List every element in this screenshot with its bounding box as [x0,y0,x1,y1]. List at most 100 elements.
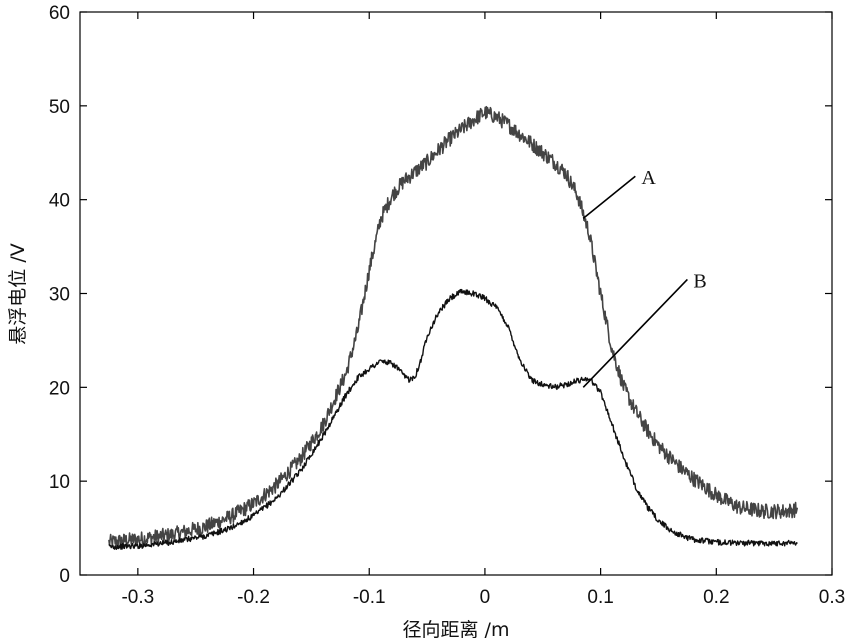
data-point-B [588,377,589,378]
data-point-B [762,542,763,543]
x-tick-label: 0 [480,587,491,608]
data-point-B [334,415,335,416]
x-tick-label: 0.2 [703,587,729,608]
data-point-A [658,445,659,446]
data-point-A [565,173,566,174]
data-point-A [531,143,532,144]
data-point-B [207,535,208,536]
y-tick-label: 40 [49,191,70,212]
data-point-A [322,424,323,425]
data-point-B [108,546,109,547]
y-tick-label: 20 [49,378,70,399]
data-point-B [299,471,300,472]
data-point-B [554,387,555,388]
annotation-label-B: B [693,270,706,292]
y-tick-label: 10 [49,472,70,493]
data-point-B [409,379,410,380]
data-point-B [669,529,670,530]
data-point-B [635,485,636,486]
data-point-A [693,478,694,479]
data-point-A [704,486,705,487]
data-point-A [716,495,717,496]
data-point-B [369,368,370,369]
data-point-A [380,218,381,219]
plot-frame [80,12,832,575]
data-point-A [496,116,497,117]
data-point-B [577,380,578,381]
data-point-A [461,129,462,130]
data-point-A [392,194,393,195]
data-point-B [253,515,254,516]
data-point-B [450,298,451,299]
x-tick-label: -0.1 [353,587,386,608]
data-point-B [519,359,520,360]
data-point-A [612,349,613,350]
data-point-B [230,527,231,528]
annotation-label-A: A [641,167,656,189]
data-point-B [739,542,740,543]
data-point-A [739,507,740,508]
data-point-B [172,542,173,543]
x-tick-label: -0.2 [237,587,270,608]
data-point-B [612,424,613,425]
data-point-A [554,162,555,163]
data-point-B [600,391,601,392]
y-tick-label: 50 [49,97,70,118]
data-point-A [438,149,439,150]
data-point-A [276,484,277,485]
data-point-A [681,468,682,469]
data-point-B [421,359,422,360]
data-point-A [797,509,798,510]
data-point-A [762,511,763,512]
data-point-B [658,520,659,521]
data-point-A [415,171,416,172]
data-point-A [785,511,786,512]
data-point-B [392,363,393,364]
data-point-A [646,429,647,430]
data-point-A [519,133,520,134]
data-point-A [230,516,231,517]
data-point-A [577,194,578,195]
data-point-B [797,542,798,543]
data-point-B [646,506,647,507]
x-axis-label: 径向距离 /m [403,619,510,641]
data-point-A [403,180,404,181]
data-point-A [137,539,138,540]
x-tick-label: -0.3 [121,587,154,608]
data-point-B [716,542,717,543]
data-point-A [450,138,451,139]
data-point-A [473,119,474,120]
data-point-A [253,503,254,504]
x-tick-label: 0.1 [587,587,613,608]
data-point-B [345,394,346,395]
data-point-B [484,298,485,299]
data-point-B [322,436,323,437]
data-point-A [588,232,589,233]
x-tick-label: 0.3 [819,587,845,608]
data-point-B [623,457,624,458]
data-point-A [299,459,300,460]
data-point-A [635,410,636,411]
data-point-A [542,152,543,153]
data-point-B [542,384,543,385]
data-point-B [507,326,508,327]
y-tick-label: 0 [59,566,70,587]
data-point-A [669,457,670,458]
data-point-B [496,307,497,308]
data-point-B [785,542,786,543]
data-point-B [565,384,566,385]
data-point-A [369,269,370,270]
y-axis-label: 悬浮电位 /V [7,243,29,344]
data-point-B [137,545,138,546]
data-point-B [380,360,381,361]
data-point-B [693,539,694,540]
data-point-A [484,112,485,113]
data-point-B [681,535,682,536]
data-point-B [415,375,416,376]
data-point-A [172,534,173,535]
data-point-A [623,387,624,388]
data-point-A [108,542,109,543]
data-point-B [276,497,277,498]
data-point-A [357,330,358,331]
